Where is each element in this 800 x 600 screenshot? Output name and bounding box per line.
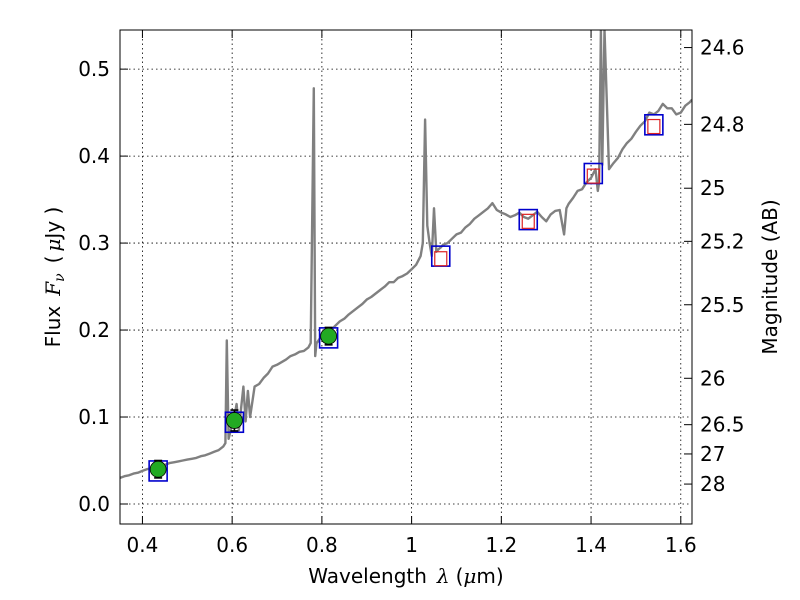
- marker-layer: [148, 113, 664, 482]
- observed-point: [434, 251, 448, 267]
- y-axis-label: FluxFν(μJy ): [41, 207, 68, 348]
- y-tick-label: 0.3: [78, 231, 110, 255]
- axis-ticks: 0.4 0.6 0.8 1 1.2 1.4 1.6 0.0 0.1 0.2 0.3 0.4 0.5 24.…: [78, 30, 745, 557]
- y-tick-label: 0.4: [78, 144, 110, 168]
- plot-frame: [119, 29, 693, 525]
- model-photometry-point: [644, 113, 664, 136]
- observed-point: [647, 118, 661, 135]
- detection-point: [320, 327, 338, 345]
- mag-tick-label: 26.5: [700, 413, 745, 437]
- x-tick-label: 0.8: [306, 533, 338, 557]
- mag-tick-label: 24.6: [700, 36, 745, 60]
- y-tick-label: 0.5: [78, 57, 110, 81]
- detection-point: [225, 412, 243, 429]
- plot-area: [120, 30, 692, 524]
- mag-tick-label: 25.2: [700, 229, 745, 253]
- mag-tick-label: 26: [700, 366, 725, 390]
- observed-point: [521, 213, 535, 229]
- mag-tick-label: 24.8: [700, 112, 745, 136]
- y-tick-label: 0.0: [78, 492, 110, 516]
- mag-tick-label: 27: [700, 442, 725, 466]
- mag-tick-label: 28: [700, 472, 725, 496]
- x-tick-label: 1: [405, 533, 418, 557]
- x-tick-label: 1.2: [485, 533, 517, 557]
- spectrum-line: [120, 30, 692, 480]
- x-tick-label: 0.4: [127, 533, 159, 557]
- mag-tick-label: 25.5: [700, 293, 745, 317]
- x-tick-label: 1.4: [575, 533, 607, 557]
- y-tick-label: 0.2: [78, 318, 110, 342]
- y-tick-label: 0.1: [78, 405, 110, 429]
- detection-point: [149, 460, 167, 478]
- spectrum-layer: [120, 30, 692, 480]
- model-photometry-point: [518, 208, 539, 231]
- x-tick-label: 1.6: [665, 533, 697, 557]
- x-axis-label: Wavelength λ (μm): [308, 564, 503, 588]
- x-tick-label: 0.6: [216, 533, 248, 557]
- mag-tick-label: 25: [700, 176, 725, 200]
- magnitude-axis-label: Magnitude (AB): [758, 199, 782, 354]
- observed-point: [586, 168, 600, 184]
